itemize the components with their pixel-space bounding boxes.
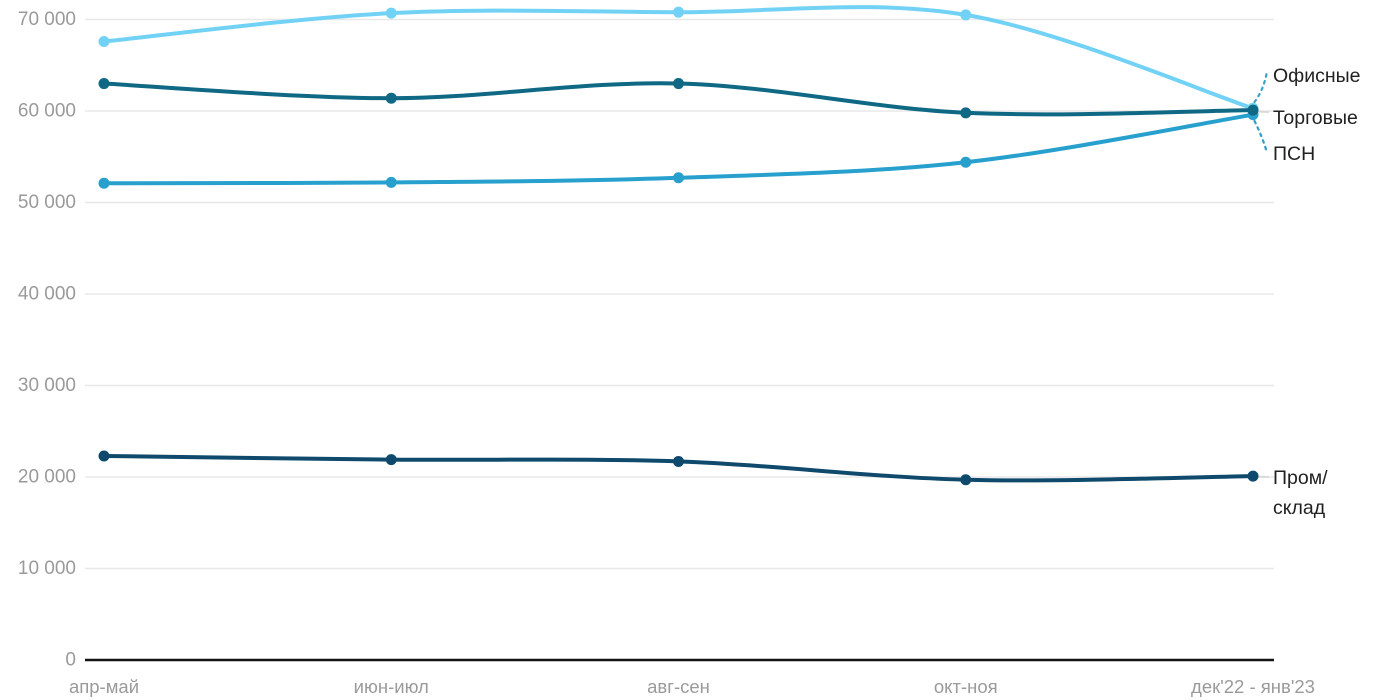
series-point-3-3 xyxy=(673,172,684,184)
series-point-3-4 xyxy=(960,156,972,168)
series-point-3-1 xyxy=(98,177,110,189)
series-point-4-5 xyxy=(1247,470,1259,482)
series-point-3-2 xyxy=(385,176,397,188)
y-tick-label: 40 000 xyxy=(18,284,76,305)
x-axis-label: апр-май xyxy=(69,676,139,697)
y-tick-label: 70 000 xyxy=(18,9,76,30)
series-end-label-псн: ПСН xyxy=(1273,143,1315,165)
y-tick-label: 10 000 xyxy=(18,558,76,579)
series-point-4-2 xyxy=(385,454,397,466)
series-point-2-4 xyxy=(960,107,972,119)
x-axis-label: окт-ноя xyxy=(934,676,998,697)
label-leader-ofisnye xyxy=(1253,72,1268,104)
series-point-4-4 xyxy=(960,474,972,486)
series-point-1-3 xyxy=(673,6,684,18)
label-leader-psn xyxy=(1253,119,1268,153)
series-point-2-5 xyxy=(1247,104,1259,116)
y-tick-label: 0 xyxy=(65,650,76,671)
series-point-2-1 xyxy=(98,78,110,90)
y-tick-label: 30 000 xyxy=(18,375,76,396)
series-point-4-3 xyxy=(673,455,684,467)
series-end-label-пром-склад: Пром/ xyxy=(1273,467,1328,489)
y-tick-label: 50 000 xyxy=(18,192,76,213)
series-point-2-3 xyxy=(673,78,684,90)
series-point-2-2 xyxy=(385,92,397,104)
y-tick-label: 20 000 xyxy=(18,467,76,488)
series-end-label-офисные: Офисные xyxy=(1273,65,1360,87)
series-point-4-1 xyxy=(98,450,110,462)
x-axis-label: дек'22 - янв'23 xyxy=(1191,676,1315,697)
series-point-1-4 xyxy=(960,9,972,21)
y-tick-label: 60 000 xyxy=(18,101,76,122)
series-end-label-торговые: Торговые xyxy=(1273,107,1358,129)
series-end-label-пром-склад: склад xyxy=(1273,497,1326,519)
x-axis-label: июн-июл xyxy=(354,676,429,697)
series-point-1-2 xyxy=(385,7,397,19)
x-axis-label: авг-сен xyxy=(647,676,710,697)
series-point-1-1 xyxy=(98,35,110,47)
